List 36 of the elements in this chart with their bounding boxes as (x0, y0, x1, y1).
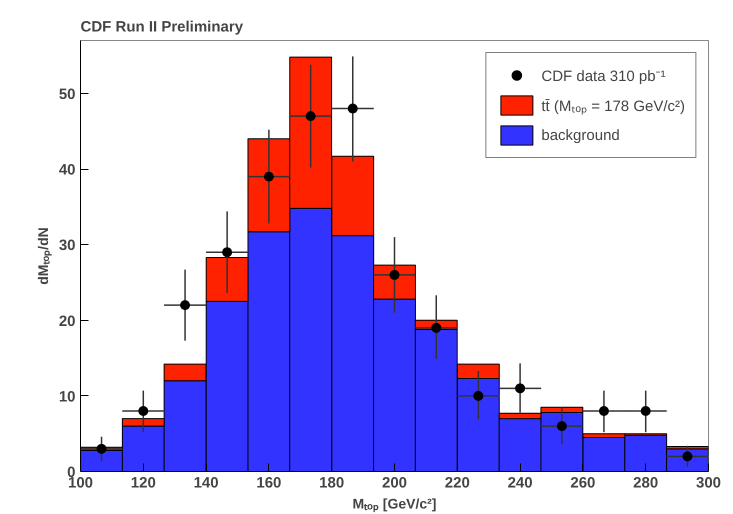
legend-label: CDF data 310 pb⁻¹ (541, 67, 666, 85)
point (598, 406, 609, 416)
y-tick-label: 30 (58, 237, 76, 254)
y-axis-title: dMₜₒₚ/dN (34, 227, 52, 285)
point (264, 172, 274, 182)
x-tick-label: 280 (633, 474, 658, 492)
y-tick-label: 20 (58, 312, 76, 330)
x-tick-label: 300 (696, 474, 722, 492)
point (306, 111, 316, 122)
legend-label: background (541, 126, 620, 144)
y-tick-label: 10 (58, 388, 76, 406)
x-tick-label: 120 (130, 474, 156, 492)
x-tick-label: 140 (194, 474, 219, 492)
legend-label: tt̄ (Mₜₒₚ = 178 GeV/c²) (541, 97, 685, 115)
point (180, 300, 190, 310)
x-axis-title: Mₜₒₚ [GeV/c²] (352, 496, 436, 512)
point (473, 390, 484, 401)
y-tick-label: 50 (58, 86, 76, 103)
point (682, 451, 692, 462)
point (431, 322, 442, 333)
x-tick-label: 220 (444, 474, 470, 492)
point (640, 406, 651, 416)
x-tick-label: 160 (256, 474, 282, 492)
point (556, 421, 567, 432)
x-tick-label: 180 (319, 474, 344, 492)
point (390, 270, 400, 280)
y-tick-label: 40 (58, 162, 76, 179)
point (348, 104, 358, 114)
x-tick-label: 200 (382, 474, 408, 492)
point (138, 406, 148, 416)
point (515, 383, 526, 394)
x-tick-label: 260 (570, 474, 596, 492)
point (222, 247, 232, 258)
x-tick-label: 240 (508, 474, 533, 492)
point (96, 444, 107, 454)
chart-title: CDF Run II Preliminary (80, 18, 244, 36)
